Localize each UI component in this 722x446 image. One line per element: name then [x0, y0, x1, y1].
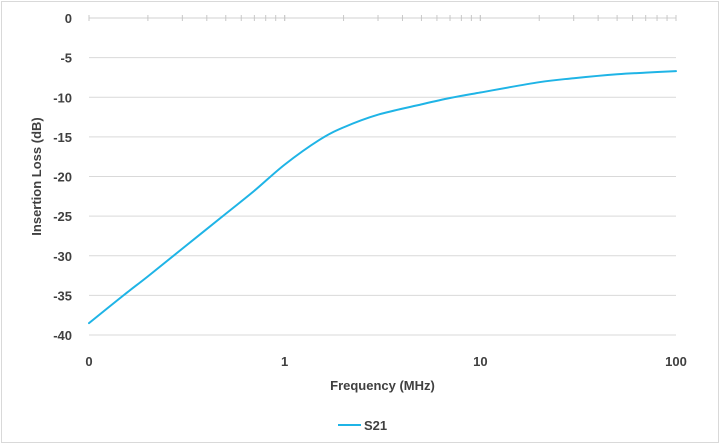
y-tick-label: -20 — [53, 170, 72, 185]
x-tick-label: 10 — [473, 354, 487, 369]
legend: S21 — [338, 418, 387, 433]
x-axis-title: Frequency (MHz) — [330, 378, 435, 393]
y-tick-label: -15 — [53, 130, 72, 145]
legend-label-s21: S21 — [364, 418, 387, 433]
x-tick-label: 100 — [665, 354, 687, 369]
x-tick-label: 1 — [281, 354, 288, 369]
y-axis-title: Insertion Loss (dB) — [29, 117, 44, 235]
series-lines — [88, 70, 677, 325]
y-tick-label: -10 — [53, 90, 72, 105]
minor-ticks — [88, 15, 677, 21]
y-tick-label: -40 — [53, 328, 72, 343]
y-tick-label: -5 — [60, 51, 72, 66]
x-tick-label: 0 — [85, 354, 92, 369]
y-tick-labels: 0 -5 -10 -15 -20 -25 -30 -35 -40 — [53, 11, 72, 343]
x-tick-labels: 0 1 10 100 — [85, 354, 686, 369]
series-line-s21 — [88, 70, 677, 325]
grid-lines — [89, 17, 676, 336]
y-tick-label: -25 — [53, 209, 72, 224]
y-tick-label: -30 — [53, 249, 72, 264]
y-tick-label: 0 — [65, 11, 72, 26]
y-tick-label: -35 — [53, 288, 72, 303]
